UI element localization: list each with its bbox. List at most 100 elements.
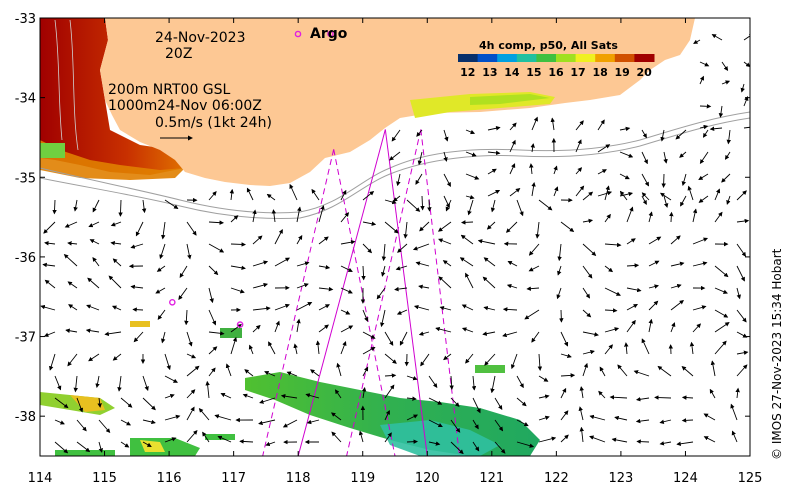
current-vector — [528, 265, 540, 272]
current-vector — [157, 309, 166, 320]
current-vector — [420, 353, 430, 367]
current-vector — [252, 209, 257, 223]
current-vector — [560, 434, 569, 443]
current-vector — [502, 331, 518, 338]
current-vector — [582, 362, 589, 377]
current-vector — [560, 387, 567, 399]
current-vector — [164, 437, 177, 443]
current-vector — [40, 304, 56, 311]
current-vector — [449, 375, 454, 390]
current-vector — [582, 265, 593, 279]
current-vector — [358, 430, 364, 443]
current-vector — [597, 144, 611, 153]
current-vector — [604, 242, 622, 248]
current-vector — [186, 389, 196, 399]
current-vector — [465, 151, 477, 157]
current-vector — [117, 375, 122, 392]
current-vector — [417, 151, 423, 166]
current-vector — [428, 397, 443, 405]
current-vector — [186, 331, 193, 347]
current-vector — [110, 221, 122, 227]
x-tick-label: 117 — [221, 471, 246, 486]
y-tick-label: -33 — [15, 12, 36, 27]
hour-label: 20Z — [165, 46, 192, 62]
current-vector — [604, 213, 611, 223]
current-vector — [516, 397, 527, 407]
current-vector — [403, 221, 408, 239]
current-vector — [743, 33, 750, 41]
current-vector — [418, 284, 430, 290]
current-vector — [296, 283, 309, 289]
current-vector — [450, 419, 461, 433]
colorbar-segment — [477, 54, 498, 62]
current-vector — [510, 353, 518, 370]
current-vector — [164, 375, 178, 383]
current-vector — [142, 441, 152, 447]
current-vector — [604, 265, 614, 273]
current-vector — [230, 323, 242, 333]
current-vector — [252, 282, 269, 289]
current-vector — [43, 221, 56, 234]
current-vector — [636, 439, 650, 444]
current-vector — [239, 439, 254, 444]
current-vector — [556, 287, 562, 300]
scale-label: 0.5m/s (1kt 24h) — [155, 115, 272, 131]
current-vector — [531, 116, 538, 131]
current-vector — [65, 328, 78, 333]
current-vector — [340, 239, 356, 245]
current-vector — [208, 265, 219, 276]
current-vector — [88, 353, 100, 362]
current-vector — [516, 441, 535, 448]
x-tick-label: 124 — [673, 471, 698, 486]
current-vector — [582, 349, 595, 355]
current-vector — [362, 221, 377, 226]
current-vector — [340, 341, 347, 355]
current-vector — [718, 105, 724, 118]
current-vector — [230, 287, 245, 294]
current-vector — [381, 243, 387, 262]
current-vector — [670, 299, 684, 311]
current-vector — [415, 261, 430, 267]
current-vector — [487, 150, 501, 156]
current-vector — [271, 209, 277, 223]
colorbar-tick-label: 13 — [482, 66, 497, 79]
current-vector — [560, 331, 569, 347]
current-vector — [472, 419, 479, 430]
y-tick-label: -36 — [15, 251, 36, 266]
contour-label-1000m: 1000m24-Nov 06:00Z — [108, 98, 262, 114]
current-vector — [397, 243, 408, 253]
current-vector — [490, 375, 496, 394]
sst-green-west — [40, 143, 65, 158]
current-vector — [494, 441, 506, 454]
colorbar-tick-label: 14 — [504, 66, 520, 79]
current-vector — [641, 195, 647, 206]
current-vector — [648, 318, 653, 333]
current-vector — [721, 80, 731, 85]
x-tick-label: 121 — [479, 471, 504, 486]
current-vector — [132, 307, 144, 312]
current-vector — [54, 397, 69, 409]
current-vector — [641, 338, 650, 355]
x-axis-ticks: 114 115 116 117 118 119 120 121 122 123 124 125 — [28, 18, 762, 486]
current-vector — [44, 279, 56, 289]
current-vector — [311, 188, 320, 201]
colorbar-segment — [575, 54, 596, 62]
x-tick-label: 122 — [544, 471, 569, 486]
current-vector — [208, 243, 225, 253]
current-vector — [619, 173, 630, 180]
argo-float-marker — [327, 30, 334, 38]
current-vector — [699, 75, 704, 85]
current-vector — [280, 394, 298, 399]
current-vector — [230, 336, 238, 355]
current-vector — [362, 243, 373, 254]
current-vector — [711, 34, 723, 41]
current-vector — [186, 430, 198, 443]
current-vector — [406, 199, 421, 212]
current-vector — [509, 163, 516, 175]
current-vector — [450, 441, 464, 455]
current-vector — [486, 221, 496, 230]
current-vector — [460, 234, 474, 245]
current-vector — [120, 441, 130, 448]
current-vector — [110, 240, 122, 246]
